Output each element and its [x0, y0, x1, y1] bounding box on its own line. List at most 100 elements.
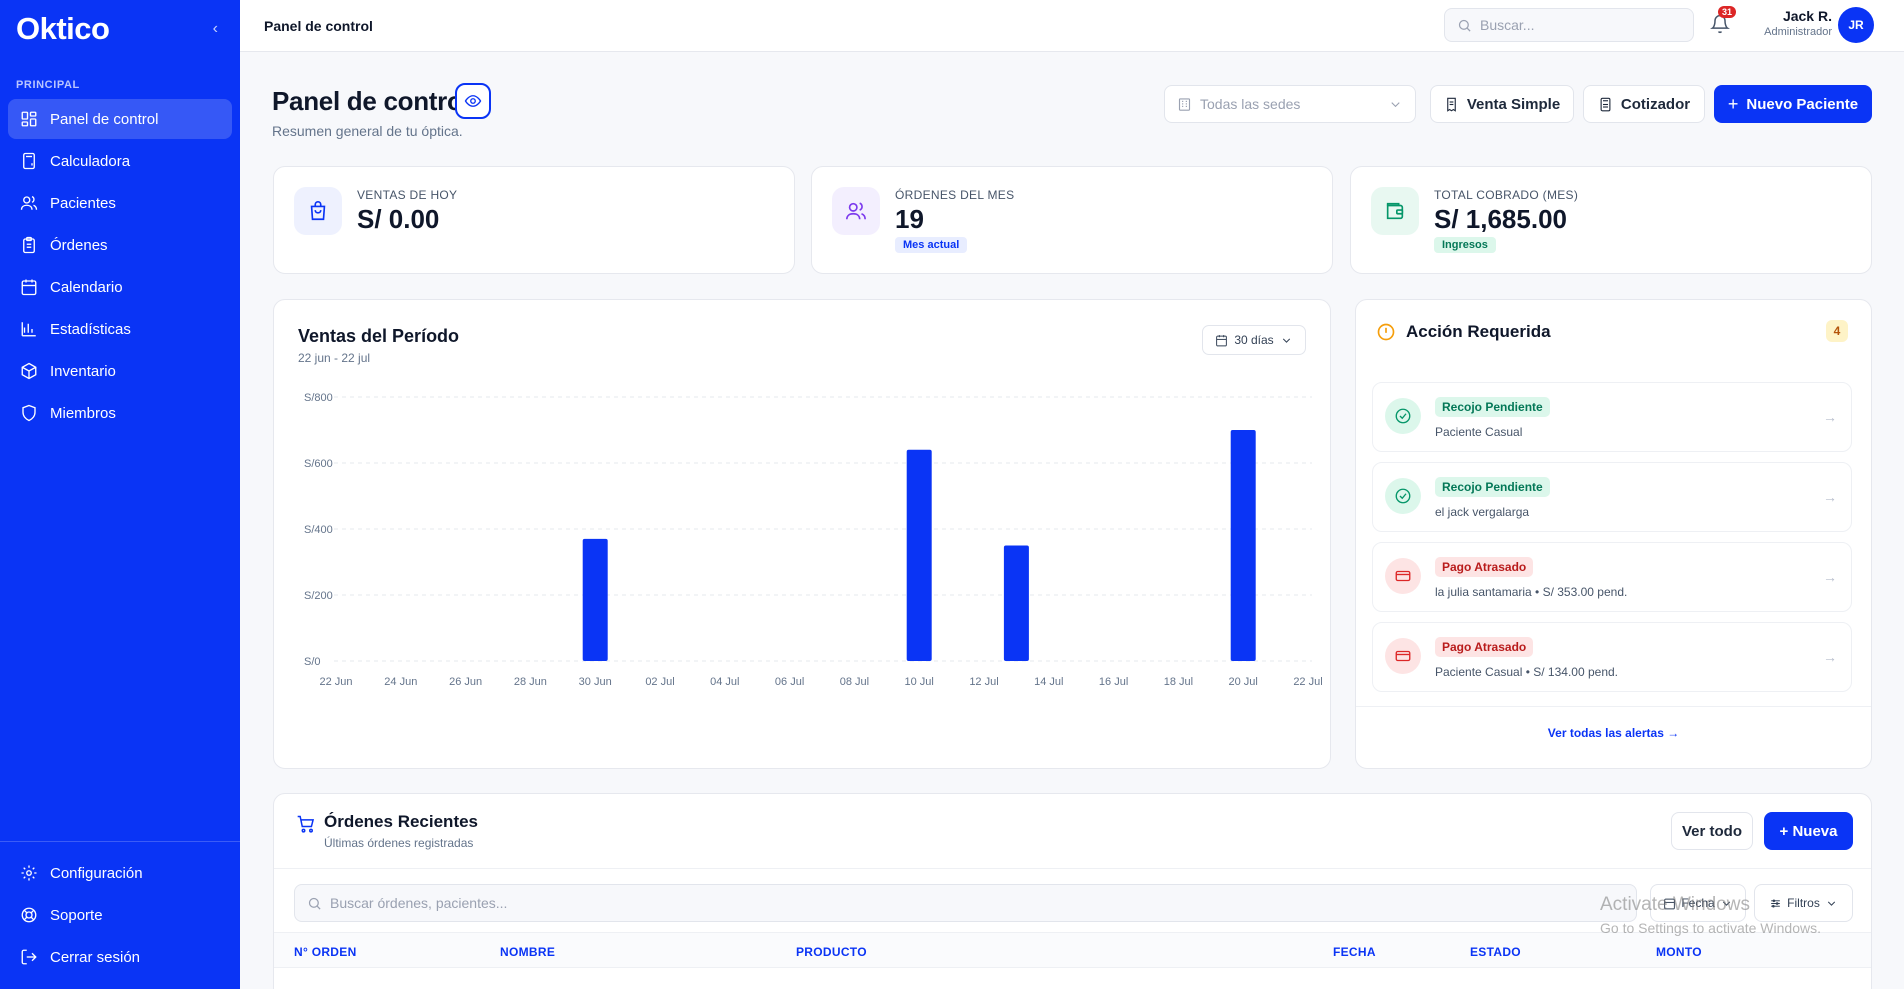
- nueva-orden-button[interactable]: + Nueva: [1764, 812, 1853, 850]
- sidebar-item-configuracion[interactable]: Configuración: [8, 853, 232, 893]
- chart-range-label: 30 días: [1234, 333, 1274, 347]
- venta-simple-button[interactable]: Venta Simple: [1430, 85, 1574, 123]
- column-header-estado[interactable]: ESTADO: [1470, 945, 1521, 959]
- x-tick-label: 10 Jul: [905, 676, 934, 688]
- column-header-nombre[interactable]: NOMBRE: [500, 945, 556, 959]
- app-logo[interactable]: Oktico: [16, 11, 110, 46]
- collapse-sidebar-button[interactable]: ‹: [212, 20, 218, 37]
- x-tick-label: 22 Jun: [319, 676, 352, 688]
- sidebar-item-miembros[interactable]: Miembros: [8, 393, 232, 433]
- watermark-line-2: Go to Settings to activate Windows.: [1600, 920, 1821, 936]
- stat-icon-container: [294, 187, 342, 235]
- alerts-card: Acción Requerida 4 Recojo Pendiente Paci…: [1355, 299, 1872, 769]
- orders-divider: [274, 868, 1871, 869]
- sidebar: Oktico ‹ PRINCIPAL Panel de control Calc…: [0, 0, 240, 989]
- sidebar-item-calendario[interactable]: Calendario: [8, 267, 232, 307]
- stat-tag: Ingresos: [1434, 237, 1496, 253]
- dashboard-icon: [21, 111, 37, 127]
- chevron-down-icon: [1282, 338, 1290, 343]
- sidebar-item-calculadora[interactable]: Calculadora: [8, 141, 232, 181]
- shopping-bag-icon: [310, 201, 326, 221]
- search-icon: [1458, 19, 1471, 32]
- alert-item[interactable]: Recojo Pendiente Paciente Casual →: [1372, 382, 1852, 452]
- chart-bar[interactable]: [1230, 430, 1256, 661]
- toggle-visibility-button[interactable]: [455, 83, 491, 119]
- stat-label: TOTAL COBRADO (MES): [1434, 188, 1579, 202]
- sidebar-item-ordenes[interactable]: Órdenes: [8, 225, 232, 265]
- logout-icon: [21, 949, 37, 965]
- x-tick-label: 04 Jul: [710, 676, 739, 688]
- x-tick-label: 20 Jul: [1229, 676, 1258, 688]
- x-tick-label: 26 Jun: [449, 676, 482, 688]
- receipt-icon: [1447, 97, 1456, 112]
- stat-card-ventas-hoy: VENTAS DE HOY S/ 0.00: [273, 166, 795, 274]
- gear-icon: [21, 865, 37, 881]
- windows-activation-watermark: Activate Windows Go to Settings to activ…: [1600, 894, 1821, 936]
- arrow-right-icon: →: [1823, 489, 1837, 505]
- x-tick-label: 02 Jul: [645, 676, 674, 688]
- stat-value: S/ 0.00: [357, 204, 440, 234]
- eye-icon: [464, 95, 482, 107]
- sales-bar-chart: S/0 S/200 S/400 S/600 S/800 22 Jun 24 Jun 26 Ju…: [304, 392, 1323, 688]
- column-header-fecha[interactable]: FECHA: [1333, 945, 1376, 959]
- sidebar-item-inventario[interactable]: Inventario: [8, 351, 232, 391]
- fecha-filter-chip[interactable]: Fecha: [1650, 884, 1746, 922]
- sidebar-item-cerrar-sesion[interactable]: Cerrar sesión: [8, 937, 232, 977]
- fecha-chip-label: Fecha: [1681, 896, 1715, 910]
- logo-row: Oktico ‹: [0, 0, 240, 58]
- filtros-chip[interactable]: Filtros: [1754, 884, 1853, 922]
- users-icon: [846, 202, 866, 220]
- alerts-count-badge: 4: [1826, 320, 1848, 342]
- avatar[interactable]: JR: [1838, 7, 1874, 43]
- stat-label: ÓRDENES DEL MES: [895, 188, 1015, 202]
- chart-range-select[interactable]: 30 días: [1202, 325, 1306, 355]
- alert-item[interactable]: Pago Atrasado Paciente Casual • S/ 134.0…: [1372, 622, 1852, 692]
- sidebar-item-label: Calendario: [50, 278, 123, 296]
- orders-search-input[interactable]: Buscar órdenes, pacientes...: [294, 884, 1637, 922]
- alert-item[interactable]: Pago Atrasado la julia santamaria • S/ 3…: [1372, 542, 1852, 612]
- alert-tag: Recojo Pendiente: [1435, 477, 1550, 497]
- notifications-badge: 31: [1718, 6, 1737, 18]
- sidebar-item-pacientes[interactable]: Pacientes: [8, 183, 232, 223]
- credit-card-icon: [1395, 650, 1411, 662]
- ver-todo-button[interactable]: Ver todo: [1671, 812, 1753, 850]
- calculator-icon: [23, 152, 35, 170]
- chart-bar[interactable]: [1003, 545, 1029, 662]
- alert-icon-container: [1385, 478, 1421, 514]
- alert-description: el jack vergalarga: [1435, 505, 1530, 519]
- alert-tag: Pago Atrasado: [1435, 557, 1534, 577]
- x-tick-label: 08 Jul: [840, 676, 869, 688]
- column-header-orden[interactable]: N° ORDEN: [294, 945, 357, 959]
- chart-bar[interactable]: [582, 538, 608, 661]
- column-header-producto[interactable]: PRODUCTO: [796, 945, 867, 959]
- nuevo-paciente-label: Nuevo Paciente: [1746, 95, 1859, 113]
- cotizador-button[interactable]: Cotizador: [1583, 85, 1705, 123]
- sede-select[interactable]: Todas las sedes: [1164, 85, 1416, 123]
- sidebar-item-estadisticas[interactable]: Estadísticas: [8, 309, 232, 349]
- alert-item[interactable]: Recojo Pendiente el jack vergalarga →: [1372, 462, 1852, 532]
- sidebar-section-label: PRINCIPAL: [16, 79, 80, 91]
- user-menu[interactable]: Jack R. Administrador: [1740, 8, 1832, 38]
- nuevo-paciente-button[interactable]: + Nuevo Paciente: [1714, 85, 1872, 123]
- x-tick-label: 28 Jun: [514, 676, 547, 688]
- alert-icon-container: [1385, 398, 1421, 434]
- plus-icon: +: [1727, 93, 1739, 114]
- alert-tag: Pago Atrasado: [1435, 637, 1534, 657]
- sidebar-item-panel-de-control[interactable]: Panel de control: [8, 99, 232, 139]
- chevron-down-icon: [1722, 901, 1730, 906]
- alert-description: Paciente Casual: [1435, 425, 1523, 439]
- column-header-monto[interactable]: MONTO: [1656, 945, 1702, 959]
- global-search-input[interactable]: Buscar...: [1444, 8, 1694, 42]
- sidebar-nav: Panel de control Calculadora Pacientes Ó…: [0, 99, 240, 433]
- view-all-alerts-link[interactable]: Ver todas las alertas →: [1547, 726, 1680, 740]
- building-icon: [1178, 97, 1191, 111]
- cotizador-label: Cotizador: [1620, 95, 1691, 113]
- orders-subtitle: Últimas órdenes registradas: [324, 836, 474, 850]
- sidebar-item-soporte[interactable]: Soporte: [8, 895, 232, 935]
- chevron-down-icon: [1827, 901, 1835, 906]
- chart-title: Ventas del Período: [298, 326, 460, 346]
- x-tick-label: 14 Jul: [1034, 676, 1063, 688]
- bar-chart-icon: [21, 322, 36, 337]
- chart-bar[interactable]: [906, 449, 932, 661]
- orders-search-placeholder: Buscar órdenes, pacientes...: [330, 895, 508, 911]
